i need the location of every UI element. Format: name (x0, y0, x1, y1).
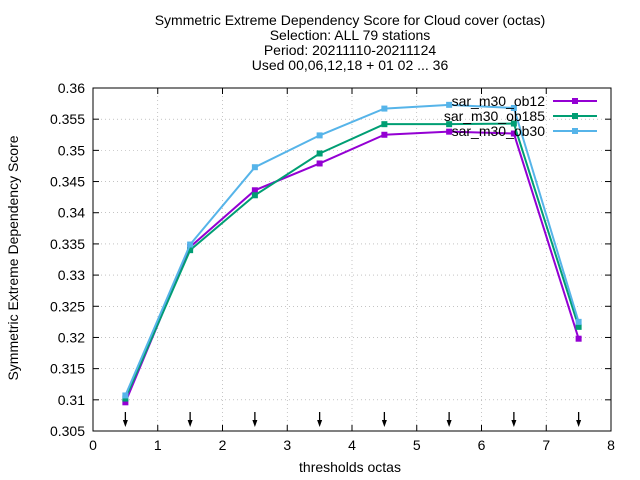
data-point (316, 160, 323, 167)
x-tick-label: 8 (607, 437, 615, 453)
title-line-2: Selection: ALL 79 stations (270, 27, 431, 43)
threshold-arrow-head (317, 420, 323, 427)
data-point (122, 392, 129, 399)
legend-label: sar_m30_ob12 (452, 93, 546, 109)
data-point (251, 164, 258, 171)
data-point (381, 131, 388, 138)
series-sar_m30_ob185 (122, 120, 582, 402)
data-point (187, 241, 194, 248)
title-line-4: Used 00,06,12,18 + 01 02 ... 36 (252, 57, 449, 73)
y-tick-label: 0.335 (50, 236, 85, 252)
threshold-arrow-head (252, 420, 258, 427)
title-line-1: Symmetric Extreme Dependency Score for C… (155, 12, 546, 28)
data-point (122, 399, 129, 406)
x-axis-label: thresholds octas (299, 459, 401, 475)
data-point (381, 121, 388, 128)
y-tick-label: 0.315 (50, 361, 85, 377)
title-line-3: Period: 20211110-20211124 (264, 42, 437, 58)
data-point (575, 323, 582, 330)
plot-area: 0.305 0.31 0.315 0.32 0.325 0.33 0.335 0.34 0.34… (50, 80, 615, 453)
data-point (122, 395, 129, 402)
y-tick-label: 0.31 (58, 392, 85, 408)
data-point (251, 187, 258, 194)
series-line (124, 130, 580, 403)
y-tick-label: 0.355 (50, 111, 85, 127)
x-tick-label: 6 (478, 437, 486, 453)
x-tick-label: 5 (413, 437, 421, 453)
data-point (510, 104, 517, 111)
data-point (510, 130, 517, 137)
y-axis-label: Symmetric Extreme Dependency Score (5, 135, 21, 380)
threshold-arrow-head (446, 420, 452, 427)
data-point (446, 128, 453, 135)
data-point (575, 335, 582, 342)
threshold-arrow-head (122, 420, 128, 427)
legend-label: sar_m30_ob185 (444, 108, 545, 124)
data-point (381, 105, 388, 112)
chart-title: Symmetric Extreme Dependency Score for C… (155, 12, 546, 73)
data-point (575, 318, 582, 325)
data-point (510, 120, 517, 127)
series-line (124, 103, 580, 396)
legend-swatch-marker (572, 113, 578, 119)
series-sar_m30_ob30 (122, 101, 582, 399)
series-line (124, 122, 580, 399)
x-tick-label: 0 (89, 437, 97, 453)
x-tick-label: 1 (154, 437, 162, 453)
threshold-arrow-head (511, 420, 517, 427)
series-layer (122, 101, 582, 406)
data-point (446, 121, 453, 128)
data-point (316, 150, 323, 157)
y-tick-label: 0.36 (58, 80, 85, 96)
y-tick-label: 0.32 (58, 329, 85, 345)
x-tick-label: 4 (348, 437, 356, 453)
y-tick-label: 0.35 (58, 142, 85, 158)
threshold-arrow-head (381, 420, 387, 427)
y-tick-label: 0.34 (58, 205, 85, 221)
data-point (251, 192, 258, 199)
threshold-arrow-head (576, 420, 582, 427)
data-point (187, 247, 194, 254)
y-tick-label: 0.305 (50, 423, 85, 439)
y-tick-label: 0.345 (50, 174, 85, 190)
x-tick-label: 3 (283, 437, 291, 453)
legend-swatch-marker (572, 98, 578, 104)
series-sar_m30_ob12 (122, 128, 582, 406)
data-point (446, 101, 453, 108)
data-point (316, 132, 323, 139)
threshold-arrow-head (187, 420, 193, 427)
x-tick-label: 7 (542, 437, 550, 453)
x-tick-label: 2 (219, 437, 227, 453)
legend-label: sar_m30_ob30 (452, 123, 546, 139)
y-tick-label: 0.33 (58, 267, 85, 283)
legend-swatch-marker (572, 128, 578, 134)
y-tick-label: 0.325 (50, 298, 85, 314)
